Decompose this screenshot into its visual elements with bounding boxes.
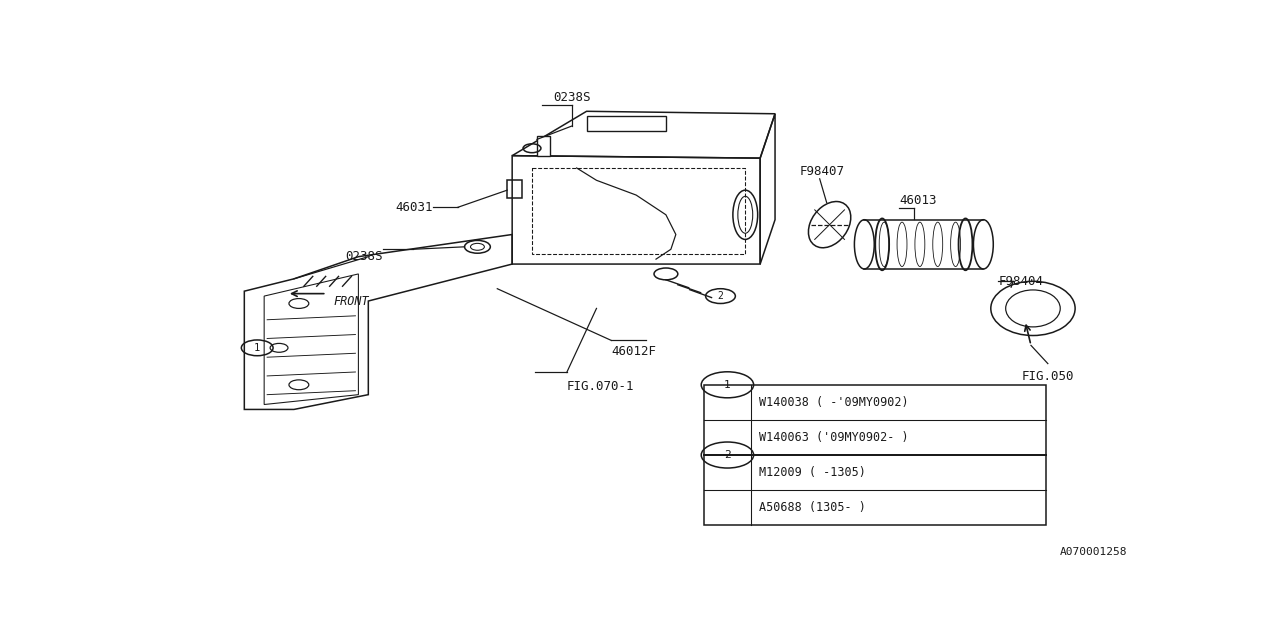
Text: 46012F: 46012F — [612, 346, 657, 358]
Text: A070001258: A070001258 — [1060, 547, 1128, 557]
Text: A50688 (1305- ): A50688 (1305- ) — [759, 501, 867, 514]
Text: 1: 1 — [724, 380, 731, 390]
Polygon shape — [538, 136, 550, 156]
Text: 46031: 46031 — [396, 201, 433, 214]
Text: F98407: F98407 — [800, 165, 845, 178]
Text: W140038 ( -'09MY0902): W140038 ( -'09MY0902) — [759, 396, 909, 409]
Text: FRONT: FRONT — [334, 294, 369, 308]
Text: 2: 2 — [718, 291, 723, 301]
Text: FIG.050: FIG.050 — [1021, 370, 1074, 383]
Text: 0238S: 0238S — [553, 91, 590, 104]
Text: M12009 ( -1305): M12009 ( -1305) — [759, 466, 867, 479]
Text: 46013: 46013 — [899, 195, 937, 207]
Text: 1: 1 — [255, 343, 260, 353]
Text: 0238S: 0238S — [346, 250, 383, 263]
Ellipse shape — [855, 220, 874, 269]
Ellipse shape — [974, 220, 993, 269]
Text: FIG.070-1: FIG.070-1 — [567, 380, 634, 393]
Text: W140063 ('09MY0902- ): W140063 ('09MY0902- ) — [759, 431, 909, 444]
Text: F98404: F98404 — [998, 275, 1043, 288]
Text: 2: 2 — [724, 450, 731, 460]
Bar — [704, 385, 1046, 525]
